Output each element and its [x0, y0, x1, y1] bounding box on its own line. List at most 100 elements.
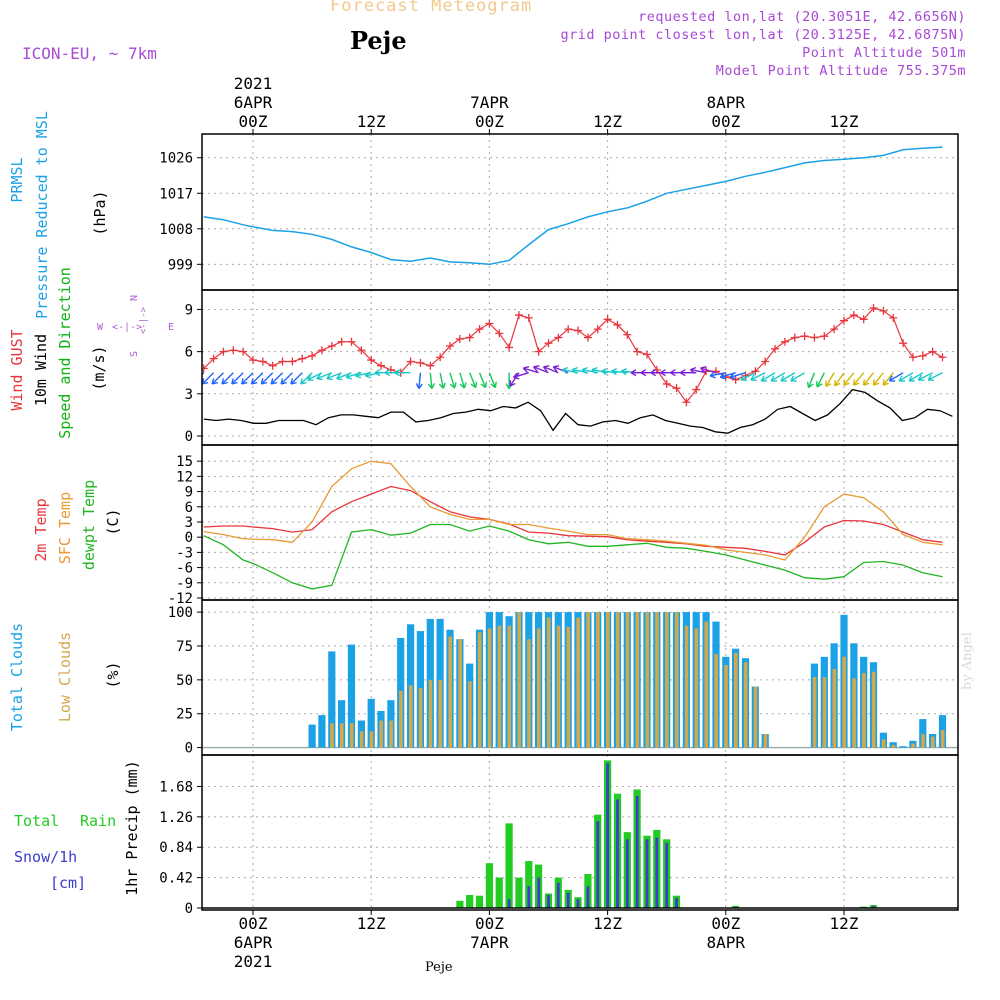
wind-arrow-head: [300, 378, 307, 385]
gust-marker: [692, 385, 701, 394]
gust-marker: [583, 333, 592, 342]
snow-bar: [576, 899, 580, 908]
temp-2m-label: 2m Temp: [32, 498, 50, 561]
temp-dewpt-label: dewpt Temp: [80, 480, 98, 570]
wind-arrow-head: [862, 379, 870, 386]
gust-marker: [771, 344, 780, 353]
wind-arrow-head: [231, 378, 238, 385]
wind-arrow-head: [853, 379, 860, 386]
y-tick-label: 0.84: [159, 840, 193, 856]
wind-arrow-head: [509, 380, 516, 387]
gust-marker: [258, 357, 267, 366]
rain-bar: [515, 877, 523, 908]
compass-n: N: [129, 295, 140, 301]
snow-bar: [655, 837, 659, 908]
gust-marker: [209, 354, 218, 363]
wind-arrow-head: [640, 369, 647, 377]
wind-arrow-head: [280, 378, 287, 385]
wind-arrow-head: [927, 374, 935, 381]
wind-arrow-head: [345, 372, 352, 380]
wind-arrow-head: [790, 375, 797, 382]
wind-arrow-head: [679, 369, 686, 377]
low-cloud-bar: [389, 720, 393, 748]
wind-arrow-head: [917, 374, 925, 381]
low-cloud-bar: [458, 639, 462, 748]
wind-arrow-head: [512, 372, 520, 380]
low-cloud-bar: [369, 731, 374, 748]
snow-bar: [872, 905, 875, 908]
low-cloud-bar: [812, 677, 817, 748]
gust-markers: [202, 304, 947, 407]
rain-bar: [466, 895, 474, 908]
y-tick-label: 15: [176, 454, 193, 470]
model-point-altitude: Model Point Altitude 755.375m: [715, 63, 966, 79]
rain-label-rain: Rain: [80, 812, 116, 830]
snow-bar: [547, 895, 550, 908]
wind-arrow-head: [336, 373, 343, 381]
wind-arrow-head: [326, 373, 333, 381]
low-cloud-bar: [566, 627, 571, 748]
gust-marker: [751, 367, 760, 376]
wind-arrow-head: [620, 367, 627, 376]
low-cloud-bar: [507, 625, 512, 748]
wind-direction-arrows: [202, 365, 943, 390]
wind-direction-arrow: [872, 372, 884, 386]
wind-direction-arrow: [834, 372, 845, 387]
wind-arrow-head: [888, 375, 896, 382]
y-tick-label: -3: [176, 545, 193, 561]
wind-direction-arrow: [307, 372, 323, 381]
low-cloud-bar: [477, 632, 482, 748]
total-cloud-bar: [328, 651, 336, 748]
wind-direction-arrow: [270, 372, 284, 385]
low-cloud-bar: [832, 669, 837, 748]
wind-direction-arrow: [770, 372, 786, 382]
low-cloud-bar: [537, 628, 541, 748]
requested-location: requested lon,lat (20.3051E, 42.6656N): [638, 9, 966, 25]
rain-label-total: Total: [14, 812, 59, 830]
wind-arrow-head: [780, 375, 787, 382]
low-cloud-bar: [931, 736, 935, 748]
bottom-axis-label: 12Z: [593, 914, 622, 933]
wind-arrow-head: [806, 381, 814, 389]
gust-marker: [938, 353, 947, 362]
snow-bar: [537, 877, 541, 908]
wind-direction-arrow: [790, 372, 805, 382]
gust-marker: [643, 350, 651, 359]
wind-direction-arrow: [729, 372, 746, 378]
wind-arrow-head: [689, 366, 697, 375]
wind-arrow-head: [533, 365, 540, 372]
low-cloud-bar: [704, 621, 709, 748]
wind-direction-arrow: [601, 370, 618, 374]
gust-marker: [790, 333, 799, 342]
wind-direction-arrow: [908, 372, 924, 382]
wind-arrow-head: [816, 381, 823, 388]
snow-bar: [625, 839, 629, 908]
wind-direction-arrow: [241, 372, 254, 385]
wind-arrow-head: [660, 369, 666, 377]
wind-direction-arrow: [316, 372, 333, 380]
dewpoint-line: [203, 523, 943, 590]
wind-arrow-head: [908, 375, 915, 382]
wind-direction-arrow: [816, 372, 825, 388]
bottom-axis-label: 00Z: [711, 914, 740, 933]
rain-bar: [495, 877, 503, 908]
total-cloud-bar: [318, 715, 326, 748]
wind-direction-arrow: [918, 372, 933, 381]
gust-marker: [780, 337, 789, 346]
gust-marker: [436, 353, 445, 362]
wind-arrow-head: [394, 369, 400, 377]
low-cloud-bar: [714, 654, 718, 748]
y-tick-label: 75: [176, 639, 193, 655]
wind-arrow-head: [650, 369, 657, 377]
bottom-station-label: Peje: [425, 960, 453, 975]
panel-frame: [201, 754, 959, 911]
low-cloud-bar: [527, 639, 531, 748]
wind-direction-arrow: [750, 372, 766, 381]
low-cloud-bar: [596, 612, 600, 748]
low-cloud-bar: [438, 679, 443, 748]
gust-marker: [446, 342, 454, 351]
wind-direction-arrow: [211, 372, 224, 385]
pressure-label-prmsl: PRMSL: [8, 157, 26, 202]
y-tick-label: 0: [185, 901, 193, 917]
gust-line: [203, 307, 943, 404]
